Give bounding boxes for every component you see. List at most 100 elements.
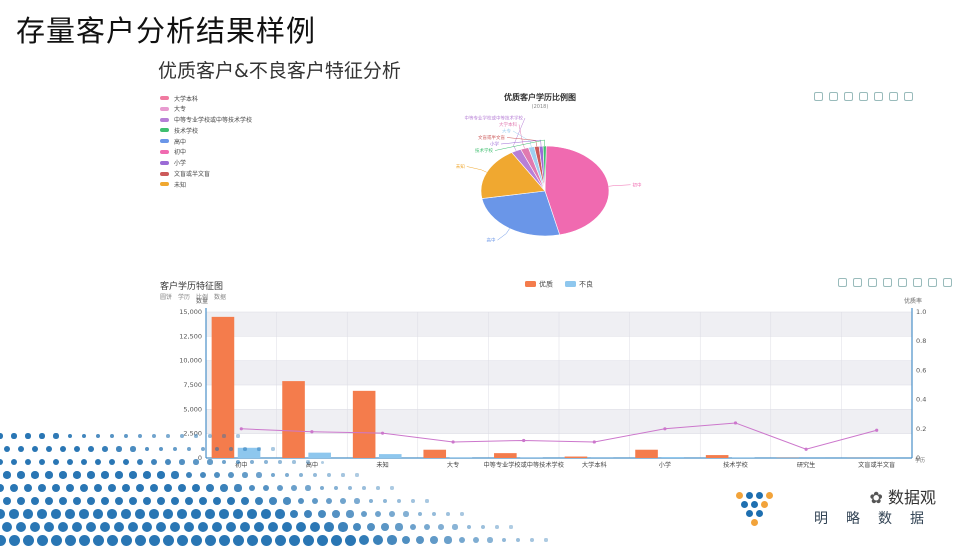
rate-point[interactable] [805, 448, 808, 451]
bar-legend-swatch [525, 281, 536, 287]
legend-label: 技术学校 [174, 126, 198, 135]
bar-tool-icon[interactable] [829, 92, 838, 101]
pie-legend-item[interactable]: 未知 [160, 179, 252, 189]
decorative-dot [102, 446, 108, 452]
decorative-dot [121, 535, 132, 546]
decorative-dot [410, 524, 417, 531]
decorative-dot [261, 535, 272, 546]
legend-swatch [160, 128, 169, 132]
decorative-dot [375, 511, 381, 517]
bar-good[interactable] [423, 450, 446, 458]
y-tick-label: 12,500 [179, 332, 202, 340]
decorative-dot [60, 446, 66, 452]
pie-legend-item[interactable]: 文盲或半文盲 [160, 169, 252, 179]
decorative-dot [305, 485, 310, 490]
decorative-dot [254, 522, 264, 532]
decorative-dot [86, 522, 96, 532]
wechat-account-name: 数据观 [888, 488, 936, 507]
rate-point[interactable] [522, 439, 525, 442]
decorative-dot [332, 510, 340, 518]
bar-good[interactable] [565, 457, 588, 458]
pie-chart: 优质客户学历比例图 (2018) 初中高中未知中等专业学校或中等技术学校大学本科… [380, 88, 800, 258]
decorative-dot [116, 446, 121, 451]
rate-point[interactable] [875, 429, 878, 432]
decorative-dot [82, 434, 87, 439]
decorative-dot [277, 485, 283, 491]
bar-chart: 优质不良 02,5005,0007,50010,00012,50015,0000… [150, 275, 940, 480]
decorative-dot [255, 497, 263, 505]
line-tool-icon[interactable] [814, 92, 823, 101]
rate-point[interactable] [734, 421, 737, 424]
decorative-dot [137, 459, 143, 465]
legend-swatch [160, 182, 169, 186]
slide-title: 存量客户分析结果样例 [16, 8, 316, 50]
decorative-dot [290, 510, 299, 519]
decorative-dot [10, 484, 18, 492]
decorative-dot [184, 522, 194, 532]
decorative-dot [109, 459, 116, 466]
pie-legend-item[interactable]: 中等专业学校或中等技术学校 [160, 115, 252, 125]
decorative-dot [24, 484, 32, 492]
bar-good[interactable] [353, 391, 376, 458]
decorative-dot [318, 510, 326, 518]
bar-good[interactable] [494, 453, 517, 458]
rate-point[interactable] [310, 430, 313, 433]
decorative-dot [227, 497, 236, 506]
decorative-dot [446, 512, 450, 516]
decorative-dot [156, 522, 166, 532]
decorative-dot [30, 522, 40, 532]
rate-point[interactable] [593, 440, 596, 443]
bar-legend-label[interactable]: 优质 [539, 280, 553, 289]
pie-legend-item[interactable]: 初中 [160, 147, 252, 157]
bar-good[interactable] [706, 455, 729, 458]
decorative-dot [233, 509, 243, 519]
save-image-icon[interactable] [943, 278, 952, 287]
bar-bad[interactable] [450, 457, 473, 458]
decorative-dot [346, 510, 353, 517]
tiled-icon[interactable] [859, 92, 868, 101]
pie-slice-label: 初中 [633, 181, 642, 188]
legend-swatch [160, 172, 169, 176]
decorative-dot [145, 447, 150, 452]
rate-point[interactable] [663, 427, 666, 430]
legend-swatch [160, 118, 169, 122]
decorative-dot [79, 535, 90, 546]
slide-subtitle: 优质客户&不良客户特征分析 [158, 56, 401, 83]
decorative-dot [74, 446, 80, 452]
decorative-dot [219, 535, 230, 546]
pie-title: 优质客户学历比例图 [504, 92, 576, 102]
decorative-dot [149, 509, 159, 519]
decorative-dot [124, 434, 128, 438]
rate-point[interactable] [240, 427, 243, 430]
pie-legend-item[interactable]: 技术学校 [160, 125, 252, 135]
decorative-dot [0, 459, 3, 466]
data-view-icon[interactable] [889, 92, 898, 101]
bar-good[interactable] [635, 450, 658, 458]
pie-legend-item[interactable]: 大专 [160, 104, 252, 114]
decorative-dot [129, 497, 138, 506]
bar-bad[interactable] [379, 454, 402, 458]
bar-bad[interactable] [308, 453, 331, 458]
bar-good[interactable] [282, 381, 305, 458]
decorative-dot [37, 535, 48, 546]
pie-legend-item[interactable]: 高中 [160, 136, 252, 146]
bar-legend-label[interactable]: 不良 [579, 280, 593, 289]
decorative-dot [298, 498, 305, 505]
pie-slice-label: 大学本科 [499, 121, 517, 128]
save-image-icon[interactable] [904, 92, 913, 101]
bar-grid [206, 312, 912, 458]
bar-bad[interactable] [238, 448, 261, 458]
pie-legend-item[interactable]: 小学 [160, 158, 252, 168]
legend-label: 小学 [174, 158, 186, 167]
bar-good[interactable] [212, 317, 235, 458]
decorative-dot [291, 485, 297, 491]
pie-legend-item[interactable]: 大学本科 [160, 93, 252, 103]
stack-icon[interactable] [844, 92, 853, 101]
bar-bad[interactable] [661, 457, 684, 458]
decorative-dot [219, 509, 229, 519]
rate-point[interactable] [452, 440, 455, 443]
rate-point[interactable] [381, 432, 384, 435]
decorative-dot [369, 499, 374, 504]
decorative-dot [345, 535, 356, 546]
restore-icon[interactable] [874, 92, 883, 101]
